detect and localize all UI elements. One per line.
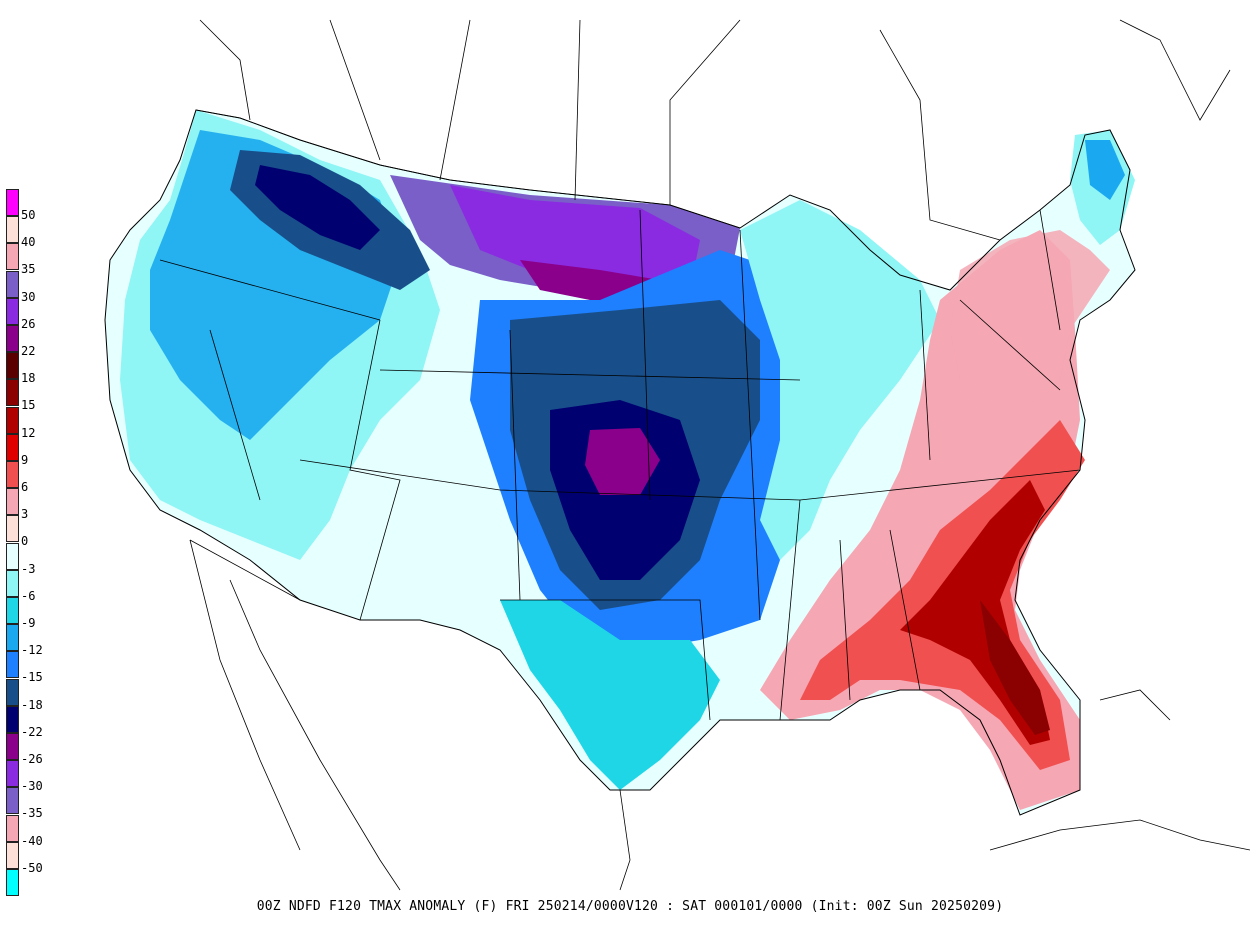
country-outline bbox=[104, 109, 1136, 816]
legend-swatch bbox=[6, 379, 19, 407]
legend-swatch bbox=[6, 216, 19, 244]
legend-swatch bbox=[6, 869, 19, 896]
legend-label: 9 bbox=[21, 452, 29, 467]
florida-dark-core bbox=[980, 600, 1050, 735]
legend-swatch bbox=[6, 189, 19, 216]
legend-label: -35 bbox=[21, 806, 43, 821]
legend-label: -6 bbox=[21, 588, 36, 603]
legend-swatch bbox=[6, 569, 19, 597]
legend-label: 26 bbox=[21, 316, 36, 331]
northern-plains-purple bbox=[450, 185, 700, 290]
legend-label: -3 bbox=[21, 561, 36, 576]
texas-cyan-region bbox=[500, 600, 720, 790]
legend-label: -40 bbox=[21, 833, 43, 848]
legend-label: 6 bbox=[21, 480, 29, 494]
legend-label: 22 bbox=[21, 344, 36, 358]
legend-label: 35 bbox=[21, 262, 36, 277]
northwest-navy-core bbox=[255, 165, 380, 250]
legend-label: 30 bbox=[21, 289, 36, 304]
legend-label: -26 bbox=[21, 752, 43, 766]
great-lakes-cyan bbox=[740, 200, 940, 560]
legend-swatch bbox=[6, 678, 19, 706]
legend-label: -18 bbox=[21, 697, 43, 712]
northeast-pink-region bbox=[950, 230, 1110, 410]
legend-swatch bbox=[6, 651, 19, 679]
legend-swatch bbox=[6, 624, 19, 652]
central-magenta-core bbox=[585, 428, 660, 495]
state-boundaries bbox=[159, 109, 1081, 721]
legend-label: 12 bbox=[21, 425, 36, 440]
legend-swatch bbox=[6, 814, 19, 842]
legend-swatch bbox=[6, 352, 19, 380]
legend-swatch bbox=[6, 705, 19, 733]
legend-swatch bbox=[6, 488, 19, 516]
legend-label: -15 bbox=[21, 670, 43, 685]
legend-swatch bbox=[6, 406, 19, 434]
legend-swatch bbox=[6, 270, 19, 298]
legend-label: -9 bbox=[21, 616, 36, 630]
legend-label: 50 bbox=[21, 208, 36, 222]
legend-swatch bbox=[6, 542, 19, 570]
legend-swatch bbox=[6, 243, 19, 271]
legend-label: -22 bbox=[21, 724, 43, 739]
legend-label: 15 bbox=[21, 398, 36, 413]
legend-swatch bbox=[6, 515, 19, 543]
legend-swatch bbox=[6, 461, 19, 488]
legend-label: 3 bbox=[21, 507, 29, 522]
legend-label: -50 bbox=[21, 860, 43, 875]
legend-swatch bbox=[6, 787, 19, 815]
outside-boundaries bbox=[189, 19, 1251, 891]
legend-label: 0 bbox=[21, 534, 29, 549]
legend-swatch bbox=[6, 760, 19, 788]
legend-swatch bbox=[6, 297, 19, 325]
legend-label: 40 bbox=[21, 235, 36, 250]
legend-swatch bbox=[6, 733, 19, 760]
legend-swatch bbox=[6, 841, 19, 869]
legend-label: 18 bbox=[21, 371, 36, 386]
legend-swatch bbox=[6, 597, 19, 624]
maine-blue-core bbox=[1085, 140, 1125, 200]
map-caption: 00Z NDFD F120 TMAX ANOMALY (F) FRI 25021… bbox=[256, 899, 1004, 914]
legend-label: -12 bbox=[21, 643, 43, 658]
legend-swatch bbox=[6, 325, 19, 352]
legend-label: -30 bbox=[21, 779, 43, 794]
legend-swatch bbox=[6, 433, 19, 461]
